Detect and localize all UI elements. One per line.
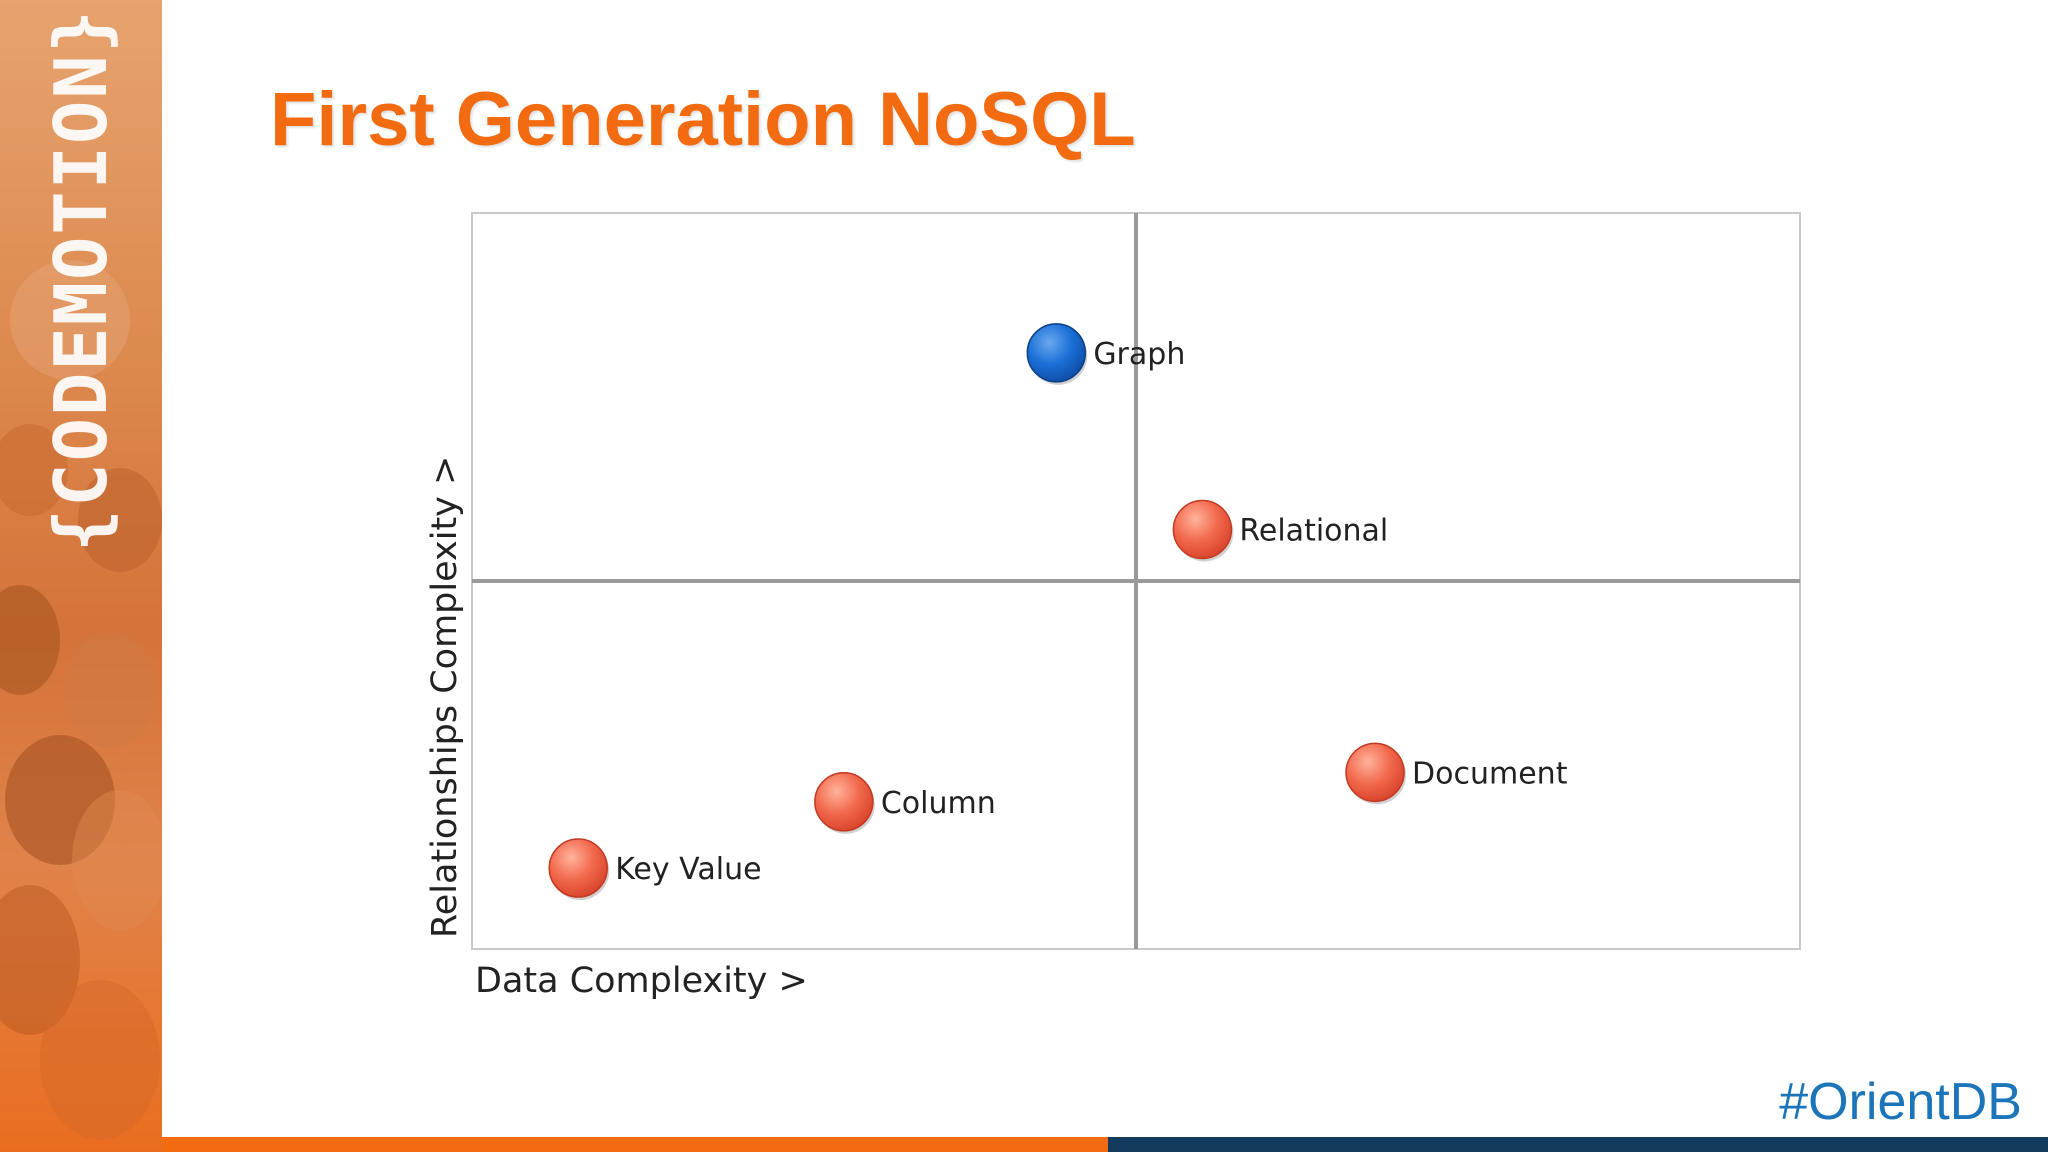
x-axis-label: Data Complexity >: [475, 961, 808, 1001]
point-label-document: Document: [1412, 756, 1568, 791]
point-key-value: [548, 838, 608, 898]
point-label-key-value: Key Value: [615, 852, 761, 887]
point-document: [1345, 742, 1405, 803]
data-points: Graph Relational Document Column Key Value: [548, 323, 1568, 901]
brand-sidebar: {CODEMOTION}: [0, 0, 162, 1152]
point-label-graph: Graph: [1093, 337, 1185, 372]
point-label-relational: Relational: [1239, 513, 1388, 548]
point-label-column: Column: [881, 786, 996, 821]
point-column: [814, 772, 874, 832]
point-relational: [1172, 499, 1233, 560]
y-axis-label: Relationships Complexity >: [425, 456, 465, 938]
footer-bar-navy: [1108, 1137, 2048, 1152]
footer-bar-orange: [162, 1137, 1108, 1152]
crowd-photo-background: [0, 260, 162, 1140]
slide-title: First Generation NoSQL: [270, 77, 1136, 162]
point-graph: [1026, 323, 1087, 383]
hashtag-orientdb: #OrientDB: [1779, 1073, 2022, 1131]
